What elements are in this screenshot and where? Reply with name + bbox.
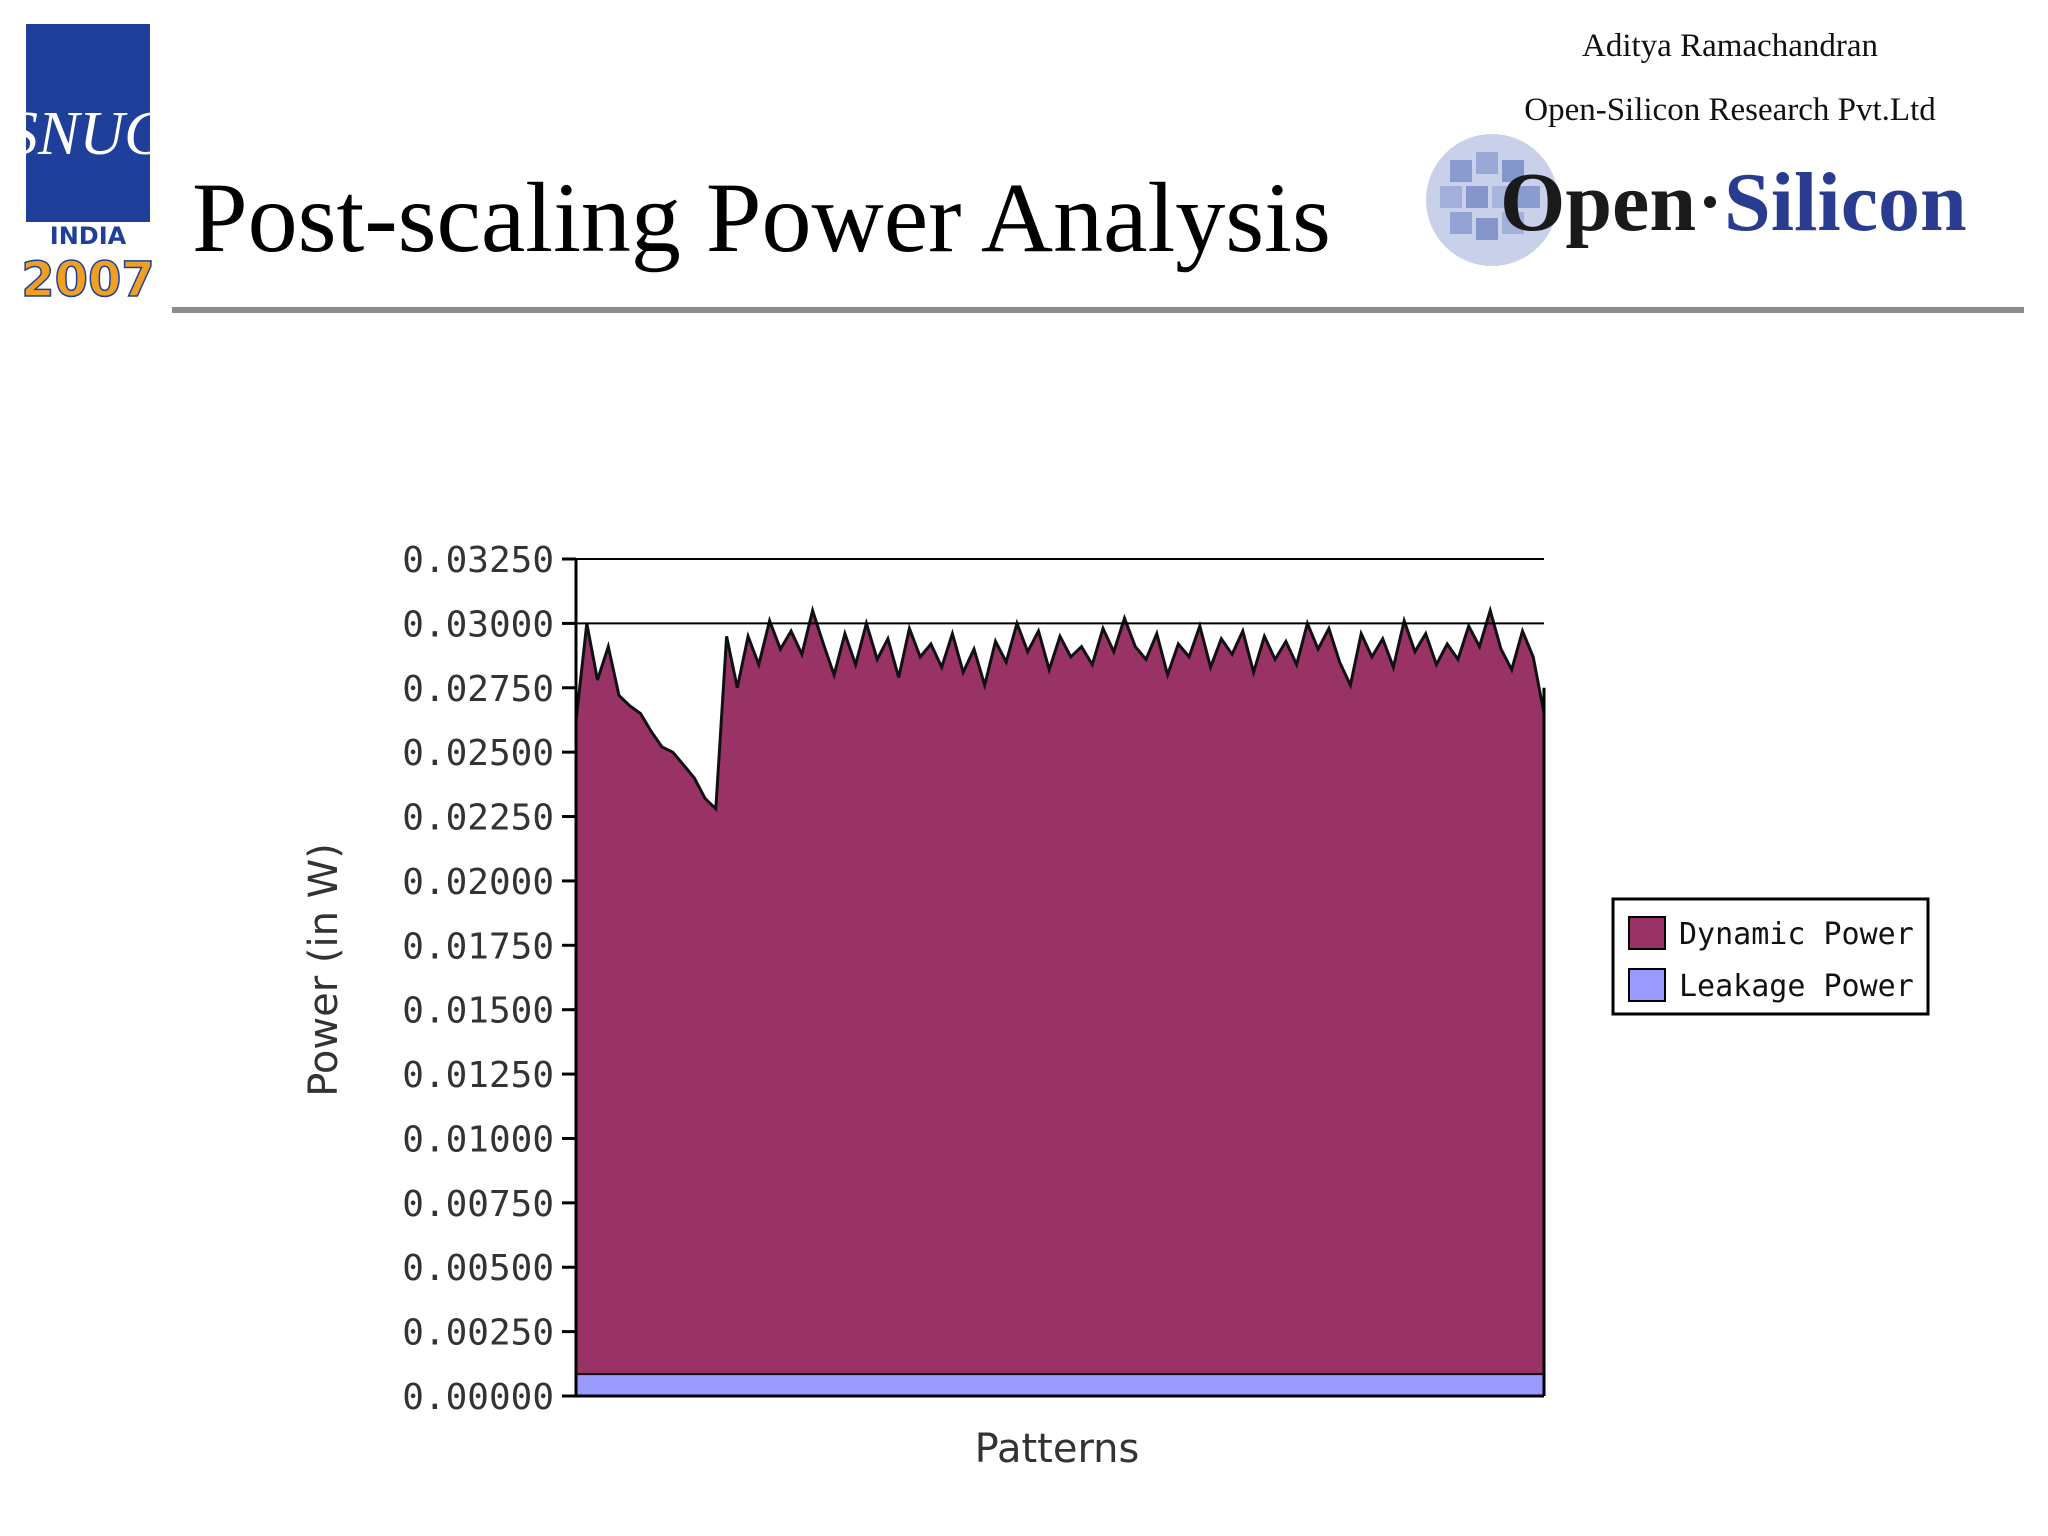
plot-areas [574, 604, 1546, 1396]
y-axis-label: Power (in W) [301, 843, 347, 1097]
axes [574, 559, 1546, 1398]
grid-lines [576, 558, 1544, 625]
y-tick-label: 0.01750 [402, 926, 554, 967]
legend-swatch [1628, 968, 1666, 1002]
logo-silicon-text: Silicon [1724, 156, 1967, 249]
dynamic-power-area [576, 610, 1544, 1375]
y-axis-ticks: 0.03250 0.03000 0.02750 0.02500 0.02250 0.020… [402, 540, 576, 1418]
legend-label: Dynamic Power [1679, 917, 1914, 952]
snug-india-logo: SNUG INDIA 2007 [24, 24, 154, 304]
y-tick-label: 0.01250 [402, 1055, 554, 1096]
logo-band [26, 222, 150, 250]
y-tick-label: 0.02000 [402, 862, 554, 903]
y-tick-label: 0.00500 [402, 1248, 554, 1289]
legend-swatch [1628, 916, 1666, 950]
y-tick-label: 0.00750 [402, 1184, 554, 1225]
leakage-power-area [576, 1374, 1544, 1396]
y-tick-label: 0.01500 [402, 991, 554, 1032]
slide-title: Post-scaling Power Analysis [192, 162, 1331, 273]
dynamic-power-line [574, 604, 1546, 813]
x-axis-label: Patterns [975, 1426, 1140, 1472]
y-tick-label: 0.00250 [402, 1313, 554, 1354]
legend: Dynamic Power Leakage Power [1611, 897, 1930, 1016]
logo-tiles [1440, 152, 1540, 240]
legend-label: Leakage Power [1679, 969, 1914, 1004]
y-tick-label: 0.03000 [402, 604, 554, 645]
y-tick-label: 0.02250 [402, 798, 554, 839]
logo-dot [1704, 196, 1716, 208]
y-tick-label: 0.02500 [402, 733, 554, 774]
title-divider [172, 307, 2024, 313]
logo-open-text: Open [1500, 156, 1696, 249]
logo-blue-panel [26, 24, 150, 222]
y-tick-label: 0.02750 [402, 669, 554, 710]
logo-year-text: 2007 [24, 252, 154, 304]
y-tick-label: 0.03250 [402, 540, 554, 581]
author-name: Aditya Ramachandran [1582, 28, 1878, 64]
open-silicon-logo: Open Silicon [1426, 134, 1967, 266]
y-tick-label: 0.00000 [402, 1377, 554, 1418]
logo-india-text: INDIA [50, 222, 127, 250]
company-name: Open-Silicon Research Pvt.Ltd [1524, 92, 1936, 128]
y-tick-label: 0.01000 [402, 1119, 554, 1160]
logo-snug-text: SNUG [24, 100, 154, 168]
